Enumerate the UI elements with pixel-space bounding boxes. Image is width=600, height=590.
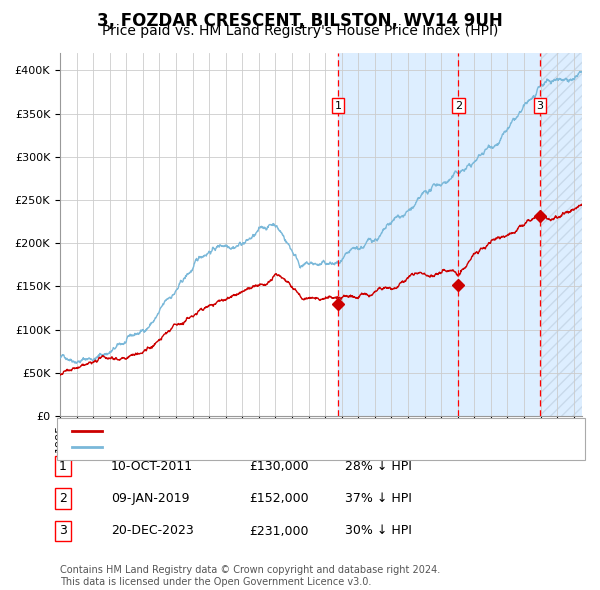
- Text: £152,000: £152,000: [249, 492, 308, 505]
- Text: 37% ↓ HPI: 37% ↓ HPI: [345, 492, 412, 505]
- Text: £130,000: £130,000: [249, 460, 308, 473]
- Text: 3: 3: [536, 101, 544, 111]
- Text: 20-DEC-2023: 20-DEC-2023: [111, 525, 194, 537]
- Text: HPI: Average price, detached house, Wolverhampton: HPI: Average price, detached house, Wolv…: [108, 441, 420, 454]
- Text: 2: 2: [59, 492, 67, 505]
- Bar: [540, 53, 582, 416]
- Text: Contains HM Land Registry data © Crown copyright and database right 2024.
This d: Contains HM Land Registry data © Crown c…: [60, 565, 440, 587]
- Text: 1: 1: [335, 101, 341, 111]
- Bar: [338, 53, 540, 416]
- Text: 09-JAN-2019: 09-JAN-2019: [111, 492, 190, 505]
- Text: 3, FOZDAR CRESCENT, BILSTON, WV14 9UH: 3, FOZDAR CRESCENT, BILSTON, WV14 9UH: [97, 12, 503, 30]
- Bar: [540, 53, 582, 416]
- Text: 30% ↓ HPI: 30% ↓ HPI: [345, 525, 412, 537]
- Text: 3, FOZDAR CRESCENT, BILSTON, WV14 9UH (detached house): 3, FOZDAR CRESCENT, BILSTON, WV14 9UH (d…: [108, 424, 475, 437]
- Text: 28% ↓ HPI: 28% ↓ HPI: [345, 460, 412, 473]
- Text: 2: 2: [455, 101, 462, 111]
- Text: Price paid vs. HM Land Registry's House Price Index (HPI): Price paid vs. HM Land Registry's House …: [102, 24, 498, 38]
- Text: 3: 3: [59, 525, 67, 537]
- Text: 10-OCT-2011: 10-OCT-2011: [111, 460, 193, 473]
- Text: £231,000: £231,000: [249, 525, 308, 537]
- Text: 1: 1: [59, 460, 67, 473]
